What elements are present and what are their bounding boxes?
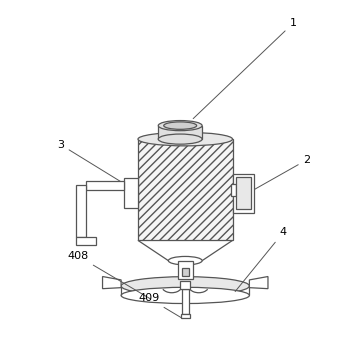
Bar [86,181,125,190]
Text: 3: 3 [57,140,129,186]
Bar [236,177,251,209]
Bar [158,126,202,139]
Ellipse shape [121,287,250,303]
Text: 1: 1 [193,18,297,119]
Ellipse shape [158,134,202,144]
Polygon shape [102,277,121,289]
Text: 2: 2 [250,155,311,192]
Ellipse shape [138,132,232,146]
Bar [182,268,189,276]
Polygon shape [138,240,232,261]
Ellipse shape [121,277,250,295]
Text: 4: 4 [235,227,287,292]
Bar [181,314,190,318]
Ellipse shape [164,122,197,129]
Bar [182,289,189,314]
Bar [232,174,255,213]
Bar [138,139,232,240]
Text: 408: 408 [67,251,151,299]
Bar [178,261,193,279]
Polygon shape [250,277,268,289]
Ellipse shape [169,256,202,265]
Ellipse shape [158,121,202,131]
Bar [180,281,190,289]
Text: 409: 409 [138,293,183,319]
Bar [125,178,138,208]
Bar [76,185,86,237]
Bar [76,237,96,245]
Bar [231,184,236,196]
